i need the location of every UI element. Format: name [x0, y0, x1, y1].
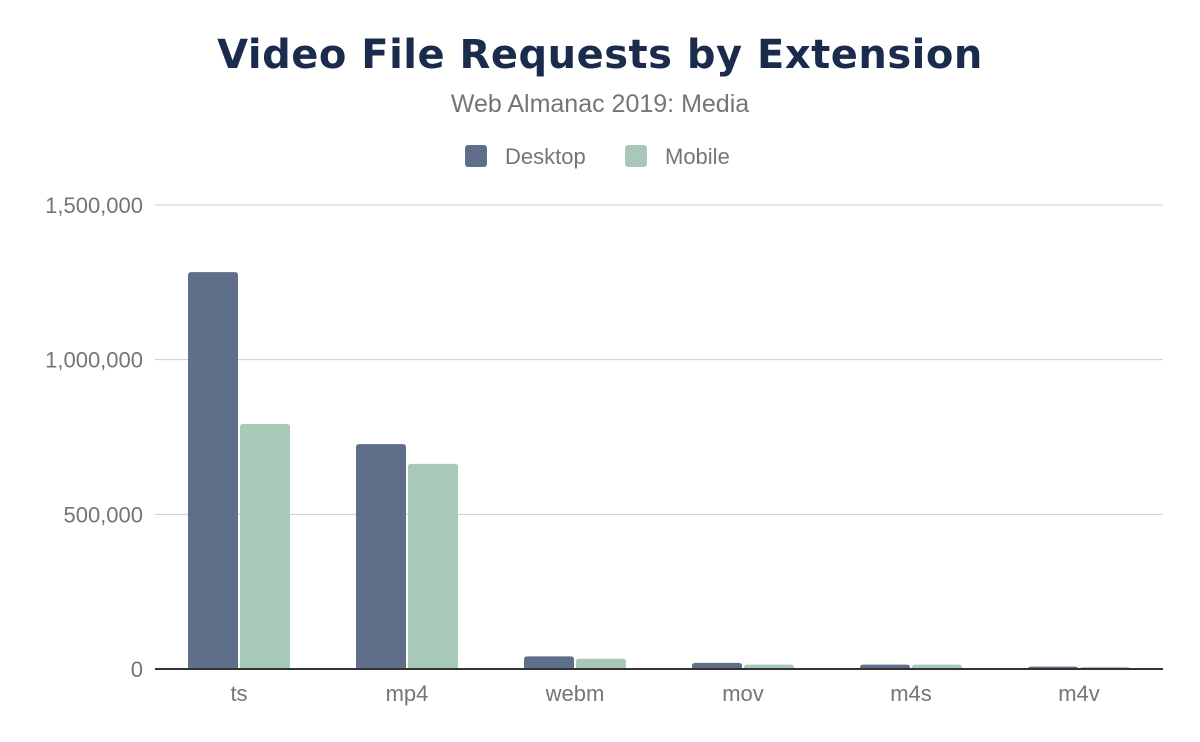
bar-mobile-mov	[744, 664, 794, 669]
bar-desktop-ts	[188, 272, 238, 669]
chart-subtitle: Web Almanac 2019: Media	[450, 90, 750, 118]
legend-label: Mobile	[665, 144, 730, 169]
chart-title: Video File Requests by Extension	[217, 32, 983, 78]
bar-desktop-mov	[692, 662, 742, 669]
bar-mobile-m4s	[912, 664, 962, 669]
legend-swatch	[625, 145, 647, 167]
y-tick-label: 1,000,000	[45, 348, 143, 373]
x-tick-label: m4s	[890, 681, 932, 706]
bar-desktop-m4s	[860, 664, 910, 669]
bar-mobile-mp4	[408, 463, 458, 669]
y-tick-label: 1,500,000	[45, 193, 143, 218]
bar-desktop-mp4	[356, 444, 406, 669]
legend-label: Desktop	[505, 144, 586, 169]
x-tick-label: mp4	[386, 681, 429, 706]
x-tick-label: mov	[722, 681, 764, 706]
bar-desktop-webm	[524, 656, 574, 669]
bar-mobile-webm	[576, 658, 626, 669]
x-tick-label: ts	[230, 681, 247, 706]
legend-swatch	[465, 145, 487, 167]
x-tick-label: webm	[545, 681, 605, 706]
y-tick-label: 500,000	[63, 502, 143, 527]
x-tick-label: m4v	[1058, 681, 1100, 706]
bar-mobile-ts	[240, 424, 290, 669]
y-tick-label: 0	[131, 657, 143, 682]
